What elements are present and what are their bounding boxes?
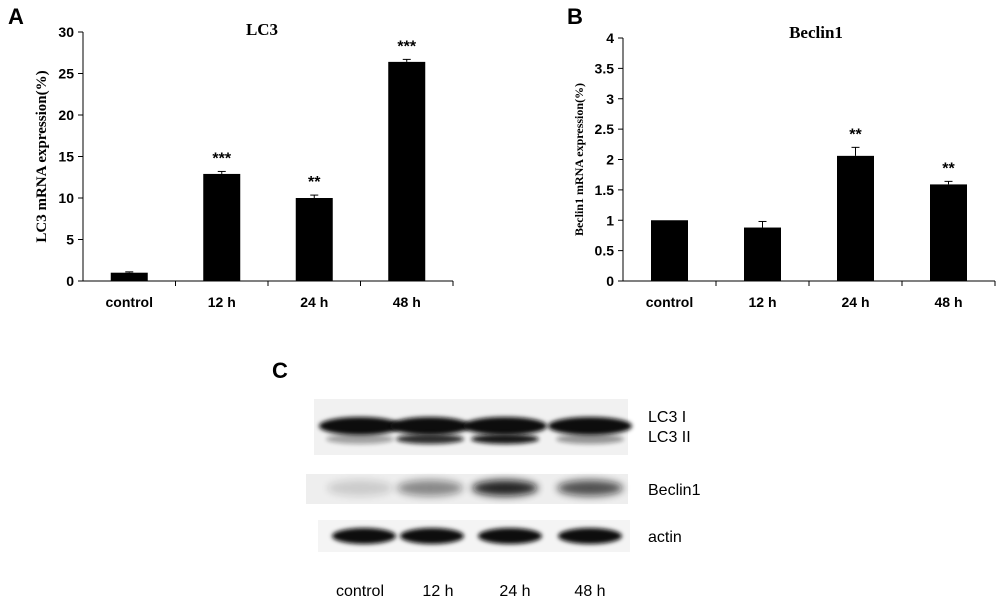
x-tick-label: 48 h — [934, 294, 962, 310]
y-tick-label: 3 — [606, 91, 614, 107]
band-actin — [558, 528, 622, 544]
y-tick-label: 0 — [606, 273, 614, 289]
y-tick-label: 1.5 — [595, 182, 615, 198]
bar — [388, 61, 426, 281]
band-beclin1 — [557, 480, 623, 496]
chart-title: Beclin1 — [789, 23, 843, 42]
y-axis-label: LC3 mRNA expression(%) — [34, 70, 50, 242]
band-beclin1 — [397, 480, 463, 496]
band-lc3-i — [319, 417, 401, 435]
y-tick-label: 1 — [606, 212, 614, 228]
y-tick-label: 30 — [58, 24, 74, 40]
bar — [203, 173, 241, 281]
chart-panel-a: A LC3 LC3 mRNA expression(%) 0 5 10 15 20 25 30 co… — [8, 4, 454, 310]
x-tick-label: 24 h — [300, 294, 328, 310]
blot-lane-label: 24 h — [499, 583, 530, 600]
significance-marker: *** — [212, 150, 231, 167]
blot-lane-label: control — [336, 583, 384, 600]
y-tick-label: 2.5 — [595, 121, 615, 137]
band-lc3-ii — [326, 434, 394, 444]
significance-marker: ** — [308, 174, 321, 191]
band-beclin1 — [327, 480, 393, 496]
y-tick-label: 3.5 — [595, 60, 615, 76]
band-lc3-i — [463, 417, 547, 435]
bar — [651, 220, 688, 281]
y-tick-label: 2 — [606, 152, 614, 168]
band-lc3-ii — [556, 434, 624, 444]
blot-lane-label: 12 h — [422, 583, 453, 600]
significance-marker: ** — [849, 126, 862, 143]
blot-row-label: actin — [648, 529, 682, 546]
blot-row-label: Beclin1 — [648, 482, 701, 499]
bar — [930, 184, 967, 281]
panel-letter: C — [272, 358, 288, 383]
band-actin — [478, 528, 542, 544]
western-blot-panel-c: C LC3 I LC3 II Beclin1 actin control 12 h 24 h 4… — [272, 358, 701, 600]
blot-row-label: LC3 II — [648, 429, 691, 446]
x-tick-label: control — [106, 294, 153, 310]
blot-lane-label: 48 h — [574, 583, 605, 600]
blot-row-label: LC3 I — [648, 409, 686, 426]
bar — [295, 198, 333, 281]
x-tick-label: 24 h — [841, 294, 869, 310]
x-tick-label: control — [646, 294, 693, 310]
y-tick-label: 15 — [58, 149, 74, 165]
panel-letter: B — [567, 4, 583, 29]
bar — [110, 272, 148, 281]
band-lc3-i — [390, 417, 470, 435]
band-beclin1 — [472, 480, 538, 496]
y-axis-label: Beclin1 mRNA expression(%) — [572, 83, 586, 236]
band-actin — [332, 528, 396, 544]
y-tick-label: 10 — [58, 190, 74, 206]
y-tick-label: 0 — [66, 273, 74, 289]
band-actin — [400, 528, 464, 544]
y-tick-label: 0.5 — [595, 243, 615, 259]
band-lc3-i — [548, 417, 632, 435]
y-tick-label: 25 — [58, 66, 74, 82]
x-tick-label: 48 h — [393, 294, 421, 310]
band-lc3-ii — [471, 434, 539, 444]
chart-title: LC3 — [246, 20, 278, 39]
y-tick-label: 4 — [606, 30, 614, 46]
significance-marker: ** — [942, 160, 955, 177]
y-tick-label: 20 — [58, 107, 74, 123]
panel-letter: A — [8, 4, 24, 29]
y-tick-label: 5 — [66, 232, 74, 248]
x-tick-label: 12 h — [748, 294, 776, 310]
bar — [744, 227, 781, 281]
bar — [837, 155, 874, 281]
chart-panel-b: B Beclin1 Beclin1 mRNA expression(%) 0 0.5 1 1… — [567, 4, 996, 310]
band-lc3-ii — [396, 434, 464, 444]
significance-marker: *** — [397, 38, 416, 55]
x-tick-label: 12 h — [208, 294, 236, 310]
